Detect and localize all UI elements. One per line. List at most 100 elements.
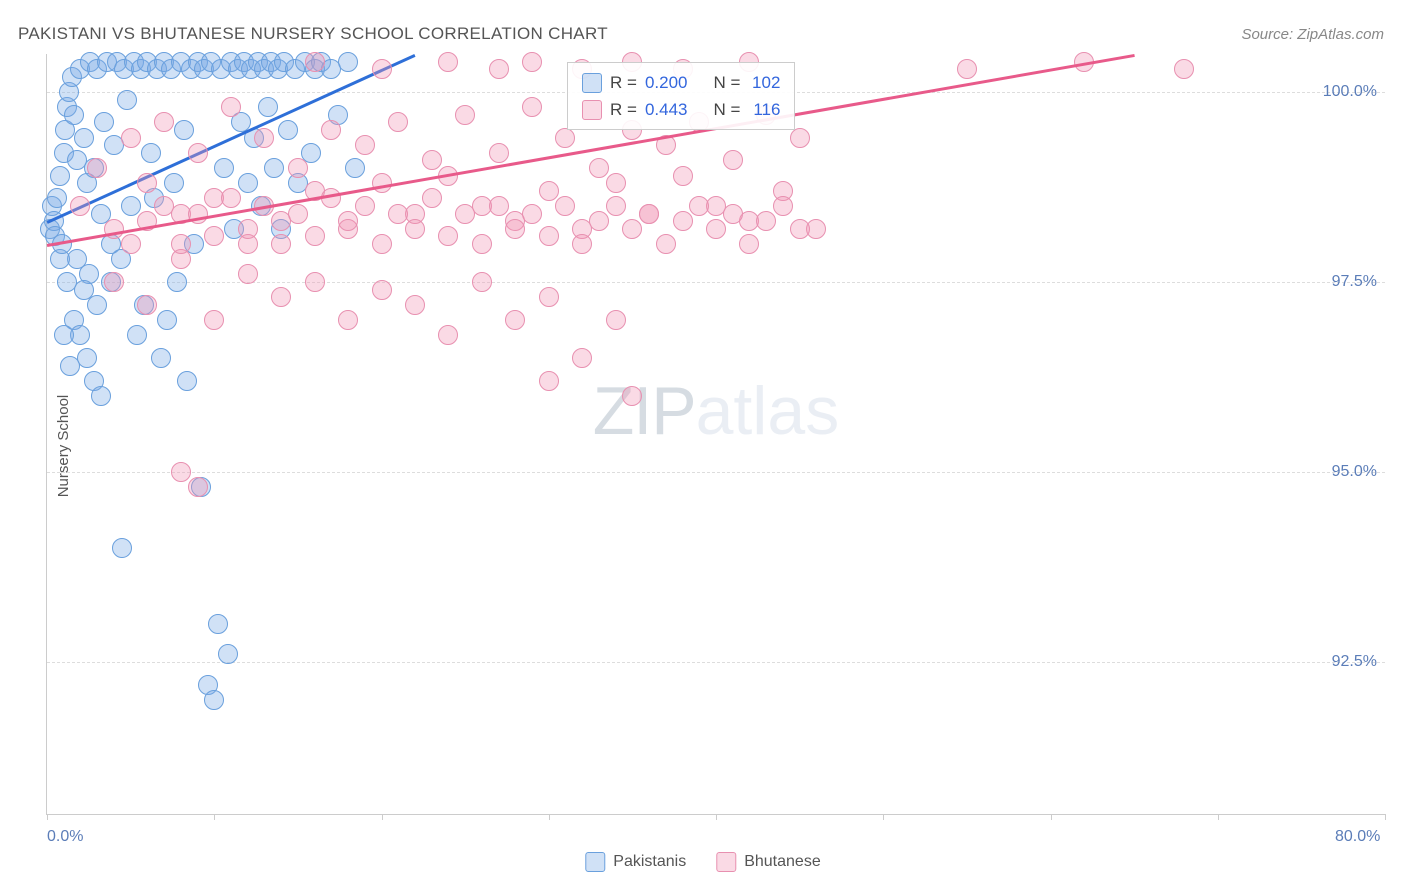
data-point <box>112 538 132 558</box>
data-point <box>171 234 191 254</box>
data-point <box>305 272 325 292</box>
data-point <box>127 325 147 345</box>
data-point <box>539 181 559 201</box>
x-tick-label: 0.0% <box>47 828 83 846</box>
x-tick <box>214 814 215 820</box>
data-point <box>438 325 458 345</box>
data-point <box>723 204 743 224</box>
data-point <box>154 112 174 132</box>
data-point <box>957 59 977 79</box>
data-point <box>338 52 358 72</box>
data-point <box>121 196 141 216</box>
chart-title: PAKISTANI VS BHUTANESE NURSERY SCHOOL CO… <box>18 24 608 44</box>
data-point <box>94 112 114 132</box>
swatch-icon <box>582 73 602 93</box>
data-point <box>151 348 171 368</box>
data-point <box>204 690 224 710</box>
data-point <box>305 52 325 72</box>
data-point <box>141 143 161 163</box>
data-point <box>137 173 157 193</box>
data-point <box>338 211 358 231</box>
data-point <box>455 105 475 125</box>
data-point <box>505 310 525 330</box>
data-point <box>271 287 291 307</box>
data-point <box>64 105 84 125</box>
data-point <box>522 52 542 72</box>
data-point <box>57 272 77 292</box>
x-tick <box>716 814 717 820</box>
data-point <box>345 158 365 178</box>
data-point <box>355 196 375 216</box>
data-point <box>305 226 325 246</box>
correlation-legend: R =0.200N =102R =0.443N =116 <box>567 62 795 130</box>
data-point <box>87 295 107 315</box>
data-point <box>157 310 177 330</box>
scatter-plot-area: ZIPatlas 92.5%95.0%97.5%100.0%0.0%80.0%R… <box>46 54 1385 815</box>
data-point <box>218 644 238 664</box>
data-point <box>790 128 810 148</box>
data-point <box>288 204 308 224</box>
swatch-icon <box>582 100 602 120</box>
data-point <box>472 234 492 254</box>
legend-item-bhutanese: Bhutanese <box>716 852 821 872</box>
data-point <box>238 264 258 284</box>
legend-n-value: 116 <box>748 96 780 123</box>
data-point <box>405 295 425 315</box>
data-point <box>121 234 141 254</box>
data-point <box>321 120 341 140</box>
x-tick-label: 80.0% <box>1335 828 1380 846</box>
data-point <box>589 211 609 231</box>
y-tick-label: 95.0% <box>1332 463 1377 481</box>
data-point <box>539 287 559 307</box>
data-point <box>238 173 258 193</box>
data-point <box>1174 59 1194 79</box>
data-point <box>790 219 810 239</box>
legend-r-label: R = <box>610 69 637 96</box>
data-point <box>505 219 525 239</box>
watermark-zip: ZIP <box>593 373 696 449</box>
data-point <box>673 166 693 186</box>
bottom-legend: Pakistanis Bhutanese <box>585 852 820 872</box>
data-point <box>288 158 308 178</box>
data-point <box>489 196 509 216</box>
data-point <box>338 310 358 330</box>
data-point <box>388 112 408 132</box>
data-point <box>238 219 258 239</box>
data-point <box>278 120 298 140</box>
data-point <box>606 173 626 193</box>
data-point <box>455 204 475 224</box>
y-tick-label: 92.5% <box>1332 653 1377 671</box>
data-point <box>606 310 626 330</box>
legend-label: Pakistanis <box>613 853 686 871</box>
data-point <box>489 59 509 79</box>
data-point <box>91 386 111 406</box>
data-point <box>208 614 228 634</box>
data-point <box>221 188 241 208</box>
data-point <box>87 158 107 178</box>
data-point <box>154 196 174 216</box>
data-point <box>188 477 208 497</box>
data-point <box>622 386 642 406</box>
swatch-icon <box>716 852 736 872</box>
x-tick <box>549 814 550 820</box>
data-point <box>522 97 542 117</box>
data-point <box>622 219 642 239</box>
legend-n-value: 102 <box>748 69 780 96</box>
data-point <box>756 211 776 231</box>
data-point <box>104 272 124 292</box>
data-point <box>254 128 274 148</box>
data-point <box>472 272 492 292</box>
data-point <box>438 226 458 246</box>
gridline <box>47 472 1385 473</box>
data-point <box>167 272 187 292</box>
data-point <box>438 52 458 72</box>
data-point <box>572 234 592 254</box>
data-point <box>47 188 67 208</box>
data-point <box>174 120 194 140</box>
source-text: Source: ZipAtlas.com <box>1241 26 1384 43</box>
data-point <box>773 196 793 216</box>
watermark-atlas: atlas <box>696 373 840 449</box>
data-point <box>164 173 184 193</box>
legend-row: R =0.200N =102 <box>582 69 780 96</box>
x-tick <box>1218 814 1219 820</box>
